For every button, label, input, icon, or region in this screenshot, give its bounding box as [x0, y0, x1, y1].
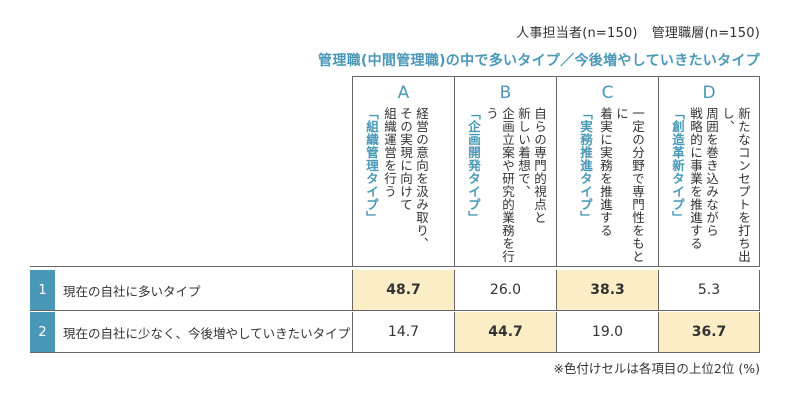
- column-type-label: 「実務推進タイプ」: [578, 107, 593, 224]
- column-type-label: 「創造革新タイプ」: [670, 107, 685, 224]
- value-cell-b: 26.0: [454, 270, 556, 310]
- value-cell-d: 5.3: [658, 270, 760, 310]
- row-divider: [30, 352, 760, 353]
- sample-size-legend: 人事担当者(n=150) 管理職層(n=150): [516, 22, 760, 41]
- column-header-d: D 新たなコンセプトを打ち出し、 周囲を巻き込みながら 戦略的に事業を推進する …: [658, 76, 760, 266]
- column-header-b: B 自らの専門的視点と 新しい着想で、 企画立案や研究的業務を行う 「企画開発タ…: [454, 76, 556, 266]
- legend-managers: 管理職層(n=150): [651, 26, 760, 41]
- row-number: 2: [30, 312, 55, 352]
- column-letter: C: [601, 83, 614, 103]
- value-cell-c: 19.0: [556, 312, 658, 352]
- legend-hr: 人事担当者(n=150): [516, 26, 638, 41]
- value-cell-b: 44.7: [454, 312, 556, 352]
- row-divider: [30, 266, 760, 267]
- column-letter: A: [397, 83, 410, 103]
- row-label: 現在の自社に多いタイプ: [63, 283, 201, 299]
- column-letter: D: [702, 83, 716, 103]
- row-label: 現在の自社に少なく、今後増やしていきたいタイプ: [63, 325, 351, 341]
- column-description: 新たなコンセプトを打ち出し、 周囲を巻き込みながら 戦略的に事業を推進する: [688, 107, 751, 263]
- table-row: 2 現在の自社に少なく、今後増やしていきたいタイプ 14.7 44.7 19.0…: [30, 312, 760, 353]
- value-cell-c: 38.3: [556, 270, 658, 310]
- column-type-label: 「組織管理タイプ」: [364, 107, 379, 224]
- column-type-label: 「企画開発タイプ」: [466, 107, 481, 224]
- value-cell-a: 14.7: [352, 312, 454, 352]
- column-header-a: A 経営の意向を汲み取り、 その実現に向けて 組織運営を行う 「組織管理タイプ」: [352, 76, 454, 266]
- footnote: ※色付けセルは各項目の上位2位 (%): [553, 361, 760, 376]
- column-description: 経営の意向を汲み取り、 その実現に向けて 組織運営を行う: [382, 107, 429, 250]
- column-description: 自らの専門的視点と 新しい着想で、 企画立案や研究的業務を行う: [484, 107, 547, 263]
- value-cell-a: 48.7: [352, 270, 454, 310]
- column-header-c: C 一定の分野で専門性をもとに 着実に実務を推進する 「実務推進タイプ」: [556, 76, 658, 266]
- row-divider: [30, 310, 760, 311]
- row-number: 1: [30, 270, 55, 310]
- column-description: 一定の分野で専門性をもとに 着実に実務を推進する: [598, 107, 645, 263]
- value-cell-d: 36.7: [658, 312, 760, 352]
- table-subtitle: 管理職(中間管理職)の中で多いタイプ／今後増やしていきたいタイプ: [318, 53, 760, 69]
- table-row: 1 現在の自社に多いタイプ 48.7 26.0 38.3 5.3: [30, 266, 760, 311]
- column-letter: B: [499, 83, 512, 103]
